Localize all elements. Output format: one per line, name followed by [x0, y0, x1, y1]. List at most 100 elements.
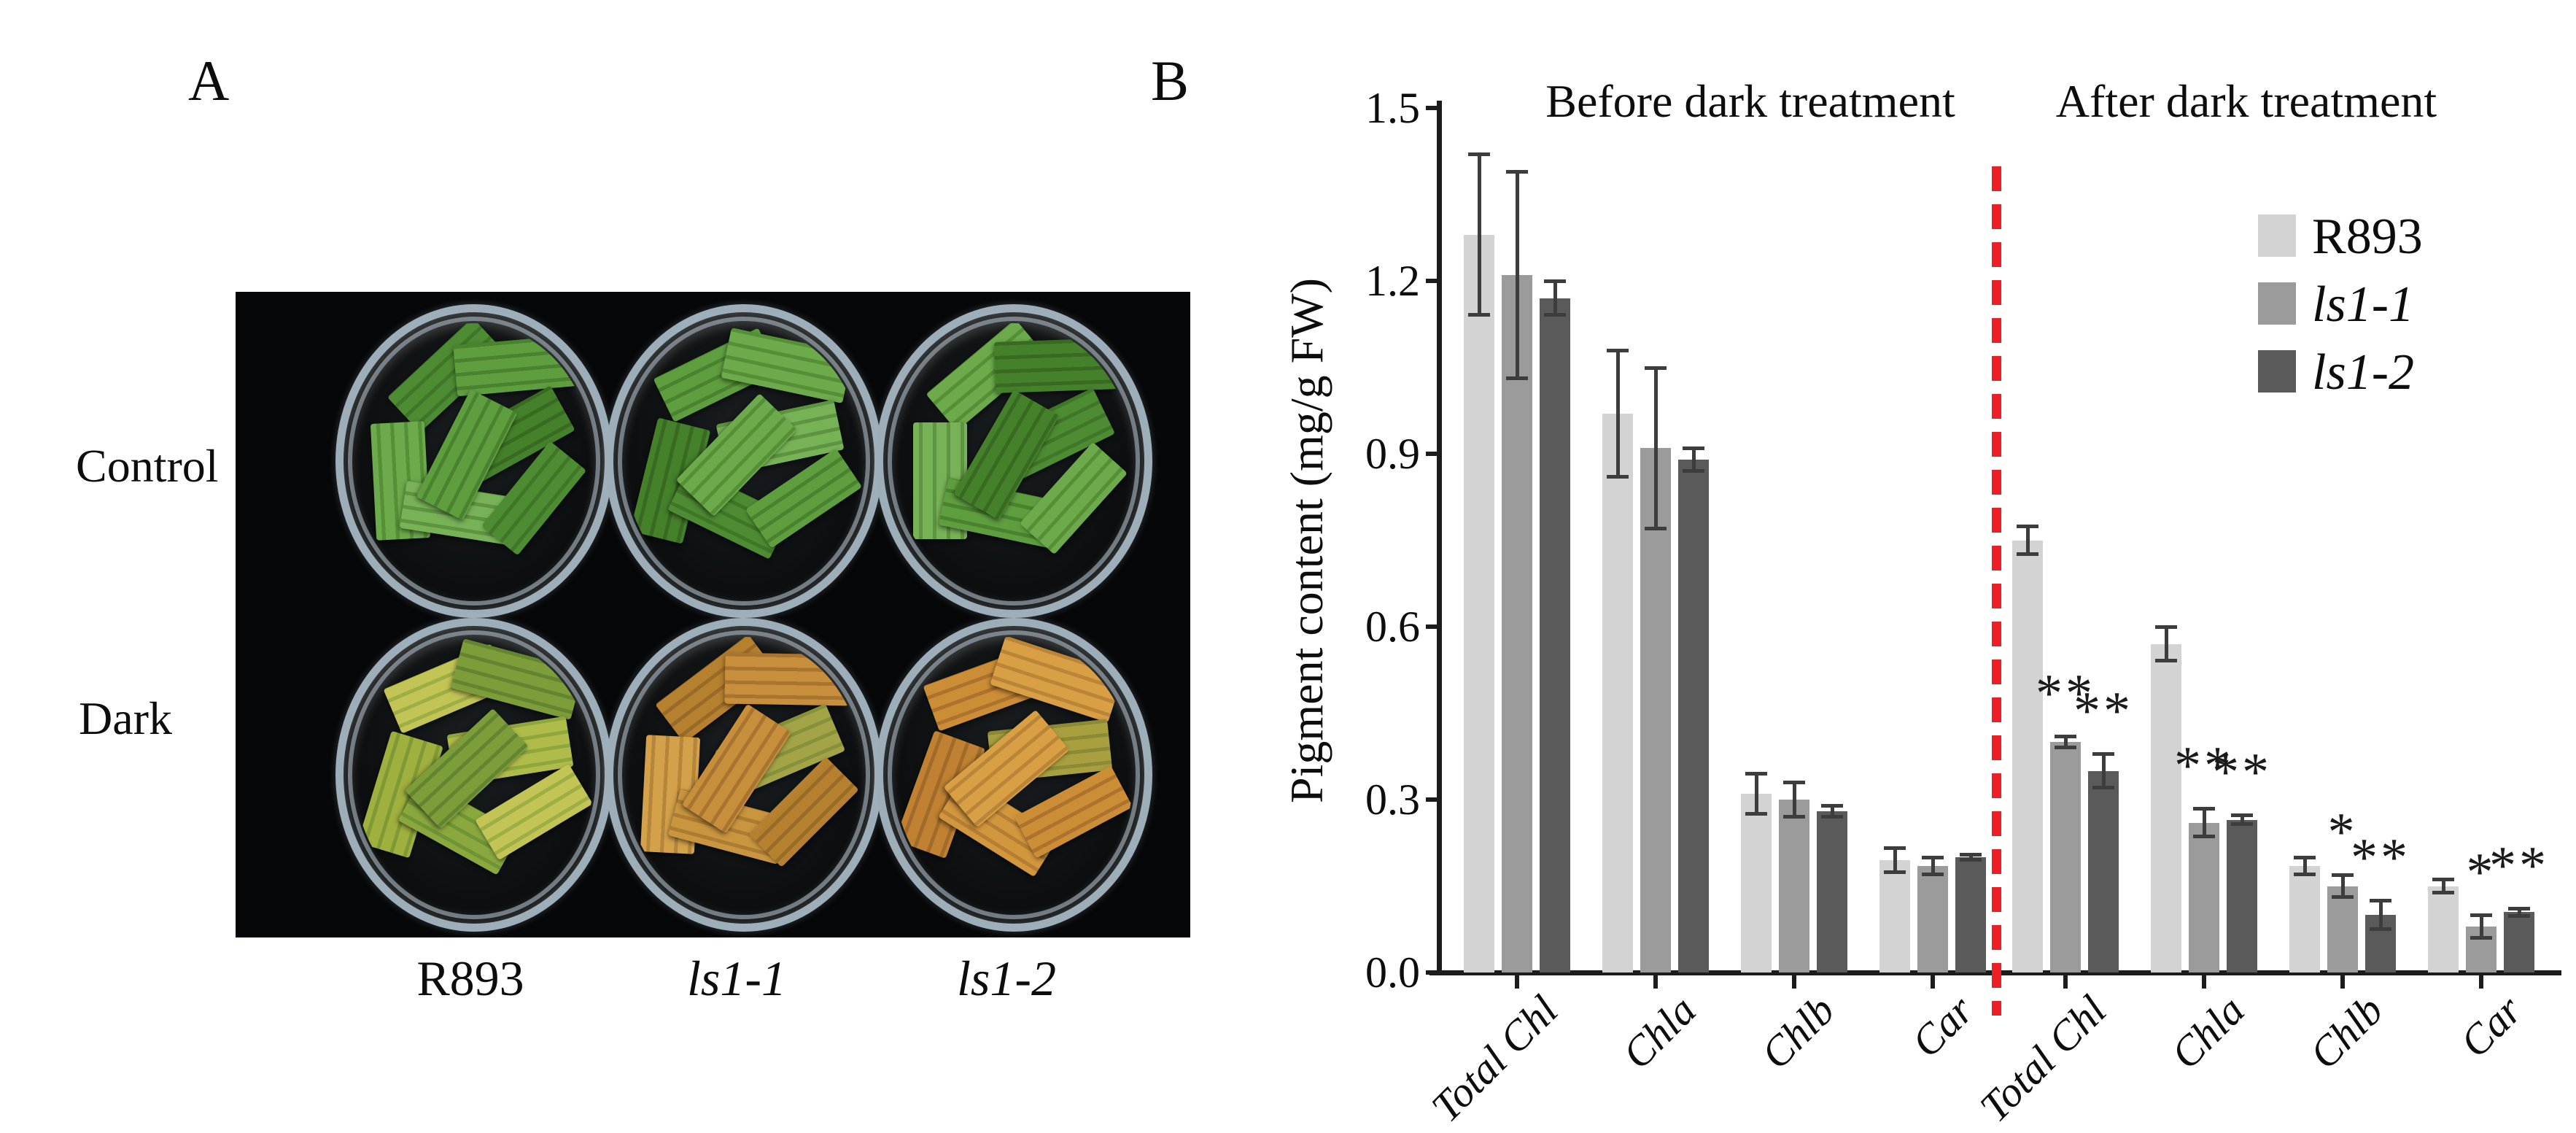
panel-a-label: A: [188, 49, 230, 112]
bar-chlb-ls1-1: [1779, 800, 1809, 972]
x-tick-label: Car: [1902, 986, 1982, 1067]
bar-chla-ls1-2: [2227, 819, 2257, 972]
bar-total-chl-ls1-1: [2050, 742, 2081, 972]
petri-dish-control-ls1-2: [875, 304, 1152, 618]
error-bar: [2479, 915, 2483, 938]
x-axis-tick: [1931, 975, 1935, 989]
petri-dish-inner-ring: [348, 317, 600, 606]
leaf-segments-area: [354, 323, 594, 599]
error-bar-cap-bottom: [2155, 659, 2177, 663]
significance-marker: *: [2327, 802, 2358, 862]
y-axis-line: [1437, 101, 1442, 975]
x-tick-label: Chlb: [1752, 986, 1844, 1078]
leaf-segment: [450, 638, 583, 720]
bar-total-chl-ls1-2: [2088, 770, 2119, 972]
error-bar-cap-top: [2332, 873, 2354, 877]
leaf-segments-area: [624, 637, 864, 913]
panel-b-label: B: [1151, 49, 1190, 112]
error-bar: [1515, 171, 1519, 379]
error-bar: [2340, 874, 2345, 898]
error-bar-cap-top: [1607, 348, 1629, 352]
petri-dish-inner-ring: [888, 317, 1140, 606]
petri-dish-inner-ring: [348, 630, 600, 919]
legend-label-ls1-1: ls1-1: [2312, 277, 2414, 333]
error-bar-cap-top: [1468, 152, 1490, 157]
bar-chla-ls1-2: [1678, 459, 1709, 972]
leaf-segments-area: [894, 323, 1133, 599]
petri-dish-control-ls1-1: [605, 304, 882, 618]
error-bar-cap-bottom: [1821, 814, 1843, 819]
bar-chlb-R893: [1741, 794, 1772, 972]
y-tick-label: 0.3: [1365, 776, 1420, 824]
legend-label-R893: R893: [2312, 209, 2423, 265]
y-axis-tick: [1426, 279, 1440, 283]
error-bar-cap-bottom: [2332, 895, 2354, 900]
bar-car-ls1-1: [1917, 865, 1948, 972]
y-axis-tick: [1426, 970, 1440, 975]
petri-dish-dark-R893: [335, 618, 613, 932]
genotype-label-r893: R893: [416, 951, 524, 1006]
bar-car-ls1-2: [2504, 912, 2534, 972]
significance-marker: *: [2466, 843, 2497, 902]
before-after-divider-line: [1992, 166, 2001, 1016]
error-bar-cap-bottom: [1960, 857, 1982, 862]
error-bar-cap-top: [2155, 625, 2177, 629]
error-bar-cap-top: [2294, 856, 2316, 859]
error-bar: [1553, 281, 1557, 316]
error-bar: [2063, 736, 2068, 748]
petri-dish-photo: [236, 292, 1190, 937]
significance-marker: **: [2036, 664, 2095, 724]
error-bar-cap-bottom: [1683, 468, 1704, 473]
petri-dish-inner-ring: [618, 630, 870, 919]
y-tick-label: 0.6: [1365, 603, 1420, 651]
leaf-segment: [990, 637, 1124, 723]
petri-dish-control-R893: [335, 304, 613, 618]
error-bar-cap-bottom: [1607, 474, 1629, 479]
bar-car-R893: [1879, 859, 1910, 972]
error-bar: [2025, 525, 2030, 555]
error-bar-cap-bottom: [2370, 927, 2391, 931]
error-bar: [1893, 847, 1897, 873]
error-bar-cap-bottom: [2294, 872, 2316, 876]
error-bar: [1754, 773, 1758, 814]
error-bar-cap-bottom: [2432, 890, 2454, 894]
y-tick-label: 1.2: [1365, 257, 1420, 305]
error-bar-cap-top: [1884, 846, 1906, 850]
leaf-segments-area: [894, 637, 1133, 913]
bar-chla-R893: [2151, 643, 2181, 972]
error-bar: [1477, 154, 1481, 316]
genotype-label-ls1-2: ls1-2: [957, 951, 1056, 1006]
y-axis-tick: [1426, 452, 1440, 456]
y-axis-tick: [1426, 797, 1440, 802]
error-bar-cap-top: [2370, 899, 2391, 903]
error-bar-cap-top: [1745, 772, 1767, 776]
before-treatment-title: Before dark treatment: [1545, 75, 1955, 127]
petri-dish-inner-ring: [618, 317, 870, 606]
error-bar: [2101, 753, 2106, 789]
bar-chla-ls1-1: [1640, 448, 1671, 972]
bar-car-R893: [2428, 886, 2459, 972]
error-bar: [1931, 857, 1935, 875]
error-bar-cap-top: [2017, 524, 2038, 528]
x-axis-tick: [1653, 975, 1658, 989]
bar-total-chl-R893: [1464, 234, 1494, 972]
x-axis-tick: [2202, 975, 2206, 989]
error-bar: [2240, 815, 2244, 824]
error-bar-cap-top: [2193, 806, 2215, 811]
error-bar-cap-top: [1960, 853, 1982, 857]
legend-swatch-R893: [2258, 214, 2296, 257]
error-bar-cap-bottom: [2092, 786, 2114, 790]
error-bar-cap-bottom: [2470, 935, 2492, 940]
error-bar-cap-top: [2432, 878, 2454, 882]
x-axis-tick: [2479, 975, 2483, 989]
error-bar-cap-top: [1783, 781, 1805, 785]
x-tick-label: Car: [2451, 986, 2531, 1067]
bar-chla-R893: [1602, 413, 1633, 972]
y-tick-label: 0.0: [1365, 948, 1420, 997]
error-bar-cap-bottom: [1506, 376, 1528, 381]
significance-marker: **: [2489, 835, 2549, 896]
leaf-segment: [453, 334, 581, 396]
error-bar-cap-bottom: [1922, 872, 1944, 876]
x-tick-label: Chla: [2162, 986, 2254, 1078]
error-bar: [2303, 857, 2307, 875]
